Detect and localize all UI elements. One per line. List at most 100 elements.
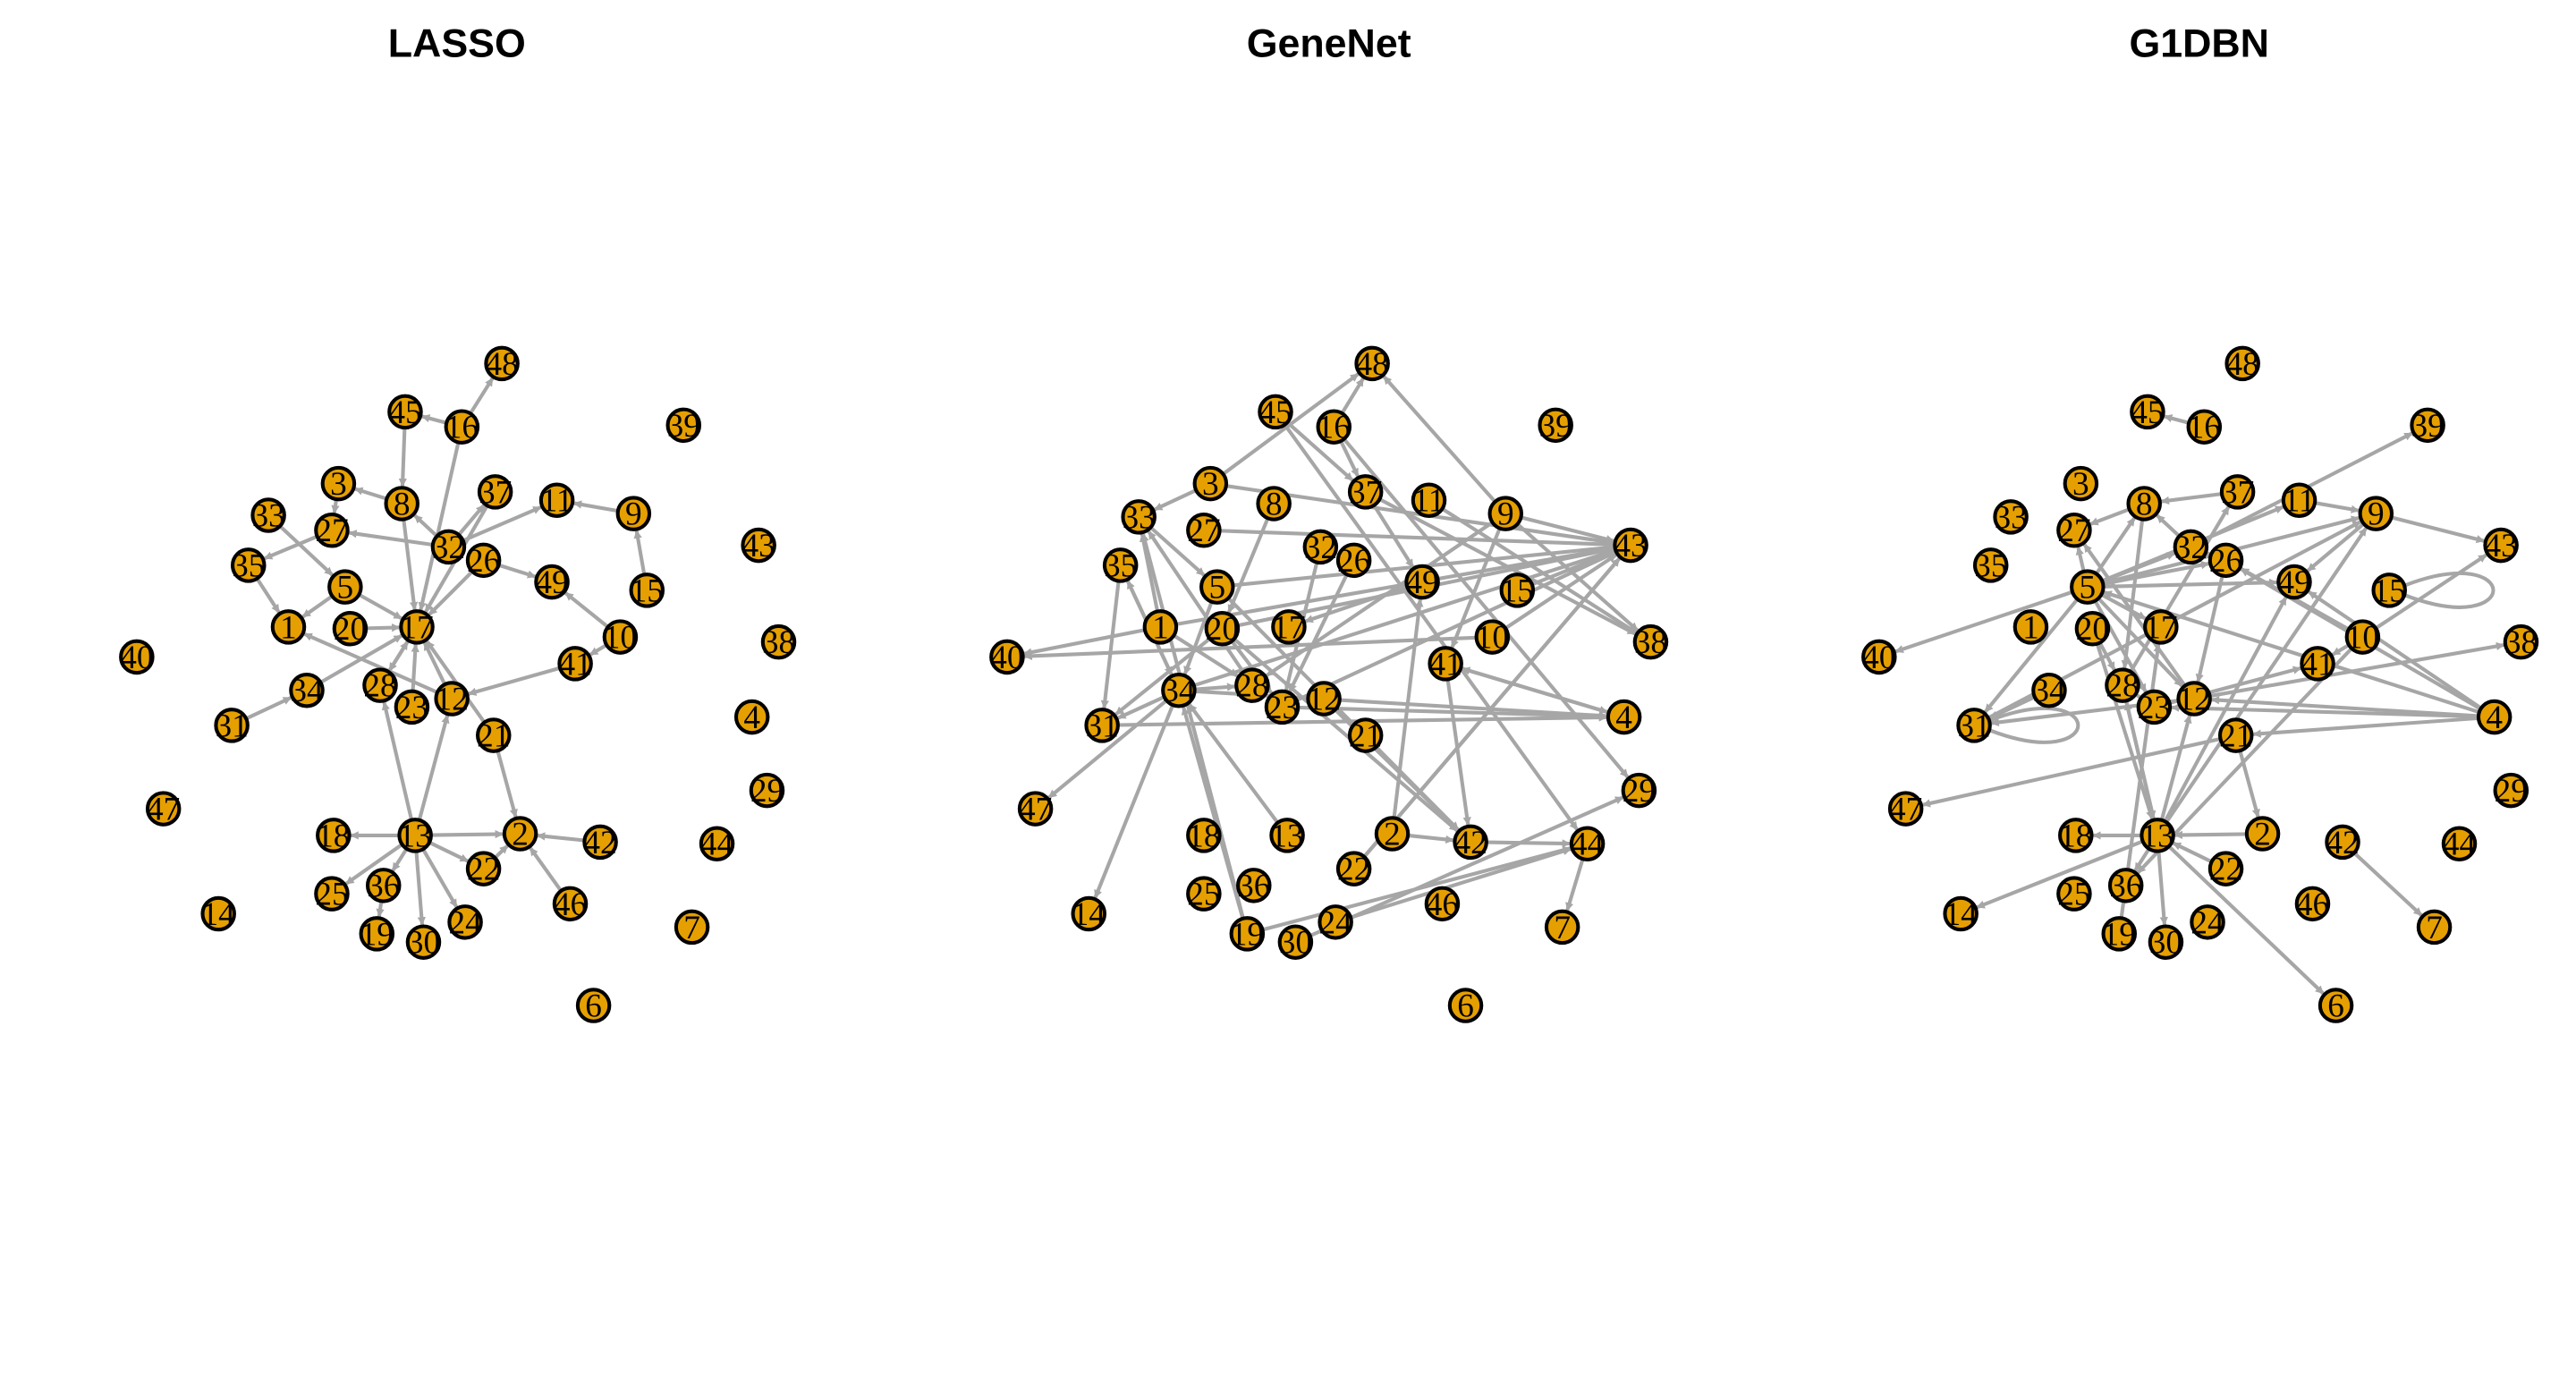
node-2: 2 [502,816,538,852]
node-label: 37 [1349,474,1382,511]
node-32: 32 [1302,529,1339,566]
node-circle [2176,681,2212,717]
edge-11-to-9 [2314,501,2360,513]
node-label: 34 [2032,673,2066,709]
node-label: 30 [2149,925,2182,962]
node-12: 12 [2176,681,2212,717]
node-40: 40 [119,639,155,676]
node-label: 13 [1270,818,1303,854]
node-circle [2186,409,2223,445]
node-circle [1302,529,1339,565]
node-label: 36 [1237,868,1270,904]
node-3: 3 [1192,465,1229,503]
node-28: 28 [2105,667,2140,705]
node-label: 41 [2301,646,2334,683]
node-label: 25 [315,877,348,913]
node-circle [1411,482,1447,518]
node-38: 38 [760,623,797,661]
node-21: 21 [2217,717,2254,754]
node-25: 25 [1186,876,1222,913]
node-46: 46 [1424,886,1461,923]
node-label: 16 [445,410,479,446]
edge-13-to-12 [2159,714,2192,821]
node-label: 4 [1615,700,1632,736]
node-label: 31 [1957,708,1990,744]
node-circle [1347,717,1384,753]
edge-42-to-44 [1486,839,1571,848]
edge-13-to-30 [414,851,426,926]
node-label: 47 [1889,792,1922,828]
edge-37-to-38 [1378,497,1637,636]
edge-2-to-49 [1392,598,1424,818]
node-label: 24 [448,904,482,941]
edge-8-to-27 [2089,507,2131,526]
edge-12-to-1 [303,632,438,694]
node-label: 8 [394,486,411,522]
node-label: 14 [202,896,236,933]
node-circle [1199,569,1235,605]
node-9: 9 [615,496,652,533]
node-label: 8 [1266,486,1283,522]
node-4: 4 [2476,699,2512,736]
node-label: 10 [2346,620,2379,657]
edge-16-to-45 [2164,414,2190,425]
node-48: 48 [2224,345,2260,383]
node-23: 23 [1264,689,1301,726]
edge-1-to-43 [1175,545,1614,626]
edge-32-to-8 [413,513,438,538]
node-label: 29 [750,773,784,810]
node-label: 30 [1279,925,1312,962]
node-5: 5 [2070,569,2106,606]
node-circle [362,667,398,703]
edge-13-to-6 [2167,844,2325,996]
node-label: 30 [407,925,440,962]
node-circle [2344,619,2381,655]
edge-46-to-2 [529,846,563,893]
node-15: 15 [1499,572,1536,609]
node-circle [214,708,250,743]
edge-8-to-20 [1226,517,1270,614]
node-circle [327,569,363,605]
edge-9-to-38 [1516,522,1640,632]
node-label: 12 [2177,681,2210,717]
node-circle [2358,496,2394,531]
edge-42-to-2 [537,832,585,843]
node-label: 46 [1426,886,1459,923]
node-label: 48 [485,346,518,383]
node-circle [2063,465,2099,502]
node-label: 31 [215,708,248,744]
node-label: 44 [700,827,734,863]
edge-10-to-40 [1023,635,1477,661]
node-49: 49 [2276,564,2312,601]
node-circle [1264,689,1301,725]
node-label: 24 [1318,904,1352,941]
node-circle [741,527,776,564]
node-19: 19 [1229,916,1266,953]
node-41: 41 [2300,646,2335,683]
self-loop-31 [1989,706,2080,744]
node-39: 39 [665,407,702,445]
edge-5-to-31 [1983,598,2080,714]
node-label: 46 [554,886,587,923]
node-label: 17 [2144,609,2177,646]
edge-13-to-22 [428,840,469,863]
node-label: 40 [1862,640,1895,676]
node-label: 7 [1554,910,1571,946]
node-label: 47 [147,792,180,828]
node-11: 11 [2281,482,2318,520]
node-label: 26 [1337,543,1370,580]
node-16: 16 [2186,409,2223,446]
node-label: 21 [477,717,510,754]
node-label: 1 [1152,609,1169,646]
node-45: 45 [387,394,423,431]
node-circle [1354,345,1390,382]
node-label: 12 [1307,681,1340,717]
node-2: 2 [2244,816,2281,852]
edge-37-to-8 [2160,492,2223,505]
node-9: 9 [2358,496,2394,533]
node-label: 44 [2443,827,2477,863]
node-label: 15 [2373,572,2406,609]
node-circle [2148,924,2184,960]
node-circle [399,609,435,645]
